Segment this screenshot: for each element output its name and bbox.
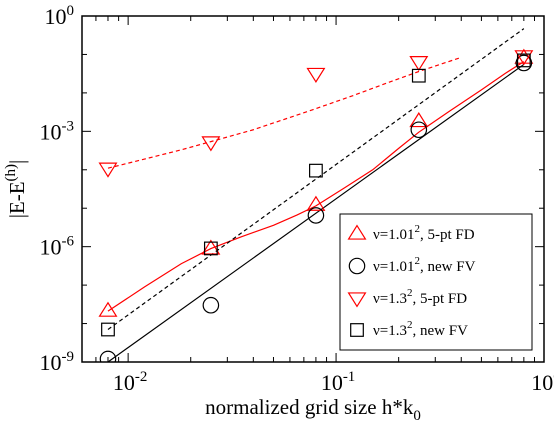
- legend-entry-label: ν=1.012, new FV: [373, 255, 476, 275]
- legend-marker: [347, 224, 367, 240]
- data-point-square: [101, 322, 115, 337]
- data-point-triangle-down: [98, 162, 118, 178]
- y-tick-label: 10-3: [40, 118, 75, 144]
- legend-marker: [348, 257, 366, 275]
- plot-frame: [81, 15, 545, 363]
- legend-entry-label: ν=1.012, 5-pt FD: [373, 223, 475, 243]
- data-point-triangle-up: [306, 195, 326, 211]
- axis-ticks: [81, 15, 544, 363]
- x-tick-label: 100: [531, 369, 554, 395]
- legend-marker: [350, 323, 364, 337]
- data-point-triangle-down: [514, 50, 534, 66]
- x-tick-label: 10-2: [113, 369, 148, 395]
- data-point-circle: [307, 207, 325, 224]
- y-tick-label: 10-6: [40, 234, 75, 260]
- fit-line-3: [107, 56, 462, 169]
- tick-labels: 10-2 10-1 100 10-9 10-6 10-3 100: [40, 3, 554, 395]
- y-axis-label: |E-E(h)|: [3, 160, 29, 219]
- legend-entry-label: ν=1.32, 5-pt FD: [373, 287, 467, 307]
- fit-curves: [107, 28, 525, 362]
- data-point-circle: [410, 121, 428, 139]
- data-point-triangle-down: [306, 67, 326, 84]
- data-point-triangle-up: [98, 301, 118, 317]
- fit-line-1: [107, 61, 525, 312]
- data-point-square: [203, 241, 218, 256]
- data-point-square: [411, 68, 426, 83]
- fit-line-4: [107, 28, 525, 330]
- legend-entry-label: ν=1.32, new FV: [373, 319, 468, 339]
- data-point-triangle-down: [201, 136, 221, 152]
- legend-box: [339, 213, 533, 351]
- data-point-triangle-up: [201, 239, 221, 255]
- y-tick-label: 100: [45, 3, 75, 29]
- plot-area: [98, 28, 534, 362]
- data-markers: [98, 48, 534, 362]
- legend-marker: [347, 292, 367, 308]
- data-point-circle: [515, 54, 533, 72]
- legend: ν=1.012, 5-pt FD ν=1.012, new FV ν=1.32, 5…: [339, 213, 533, 351]
- data-point-circle: [99, 350, 117, 362]
- data-point-circle: [202, 296, 220, 314]
- data-point-triangle-up: [409, 111, 429, 128]
- data-point-square: [516, 53, 531, 68]
- x-axis-label: normalized grid size h*k0: [205, 395, 421, 424]
- x-tick-label: 10-1: [321, 369, 356, 395]
- data-point-square: [309, 163, 323, 178]
- data-point-triangle-down: [409, 55, 429, 72]
- y-tick-label: 10-9: [40, 349, 75, 375]
- fit-line-2: [107, 63, 525, 362]
